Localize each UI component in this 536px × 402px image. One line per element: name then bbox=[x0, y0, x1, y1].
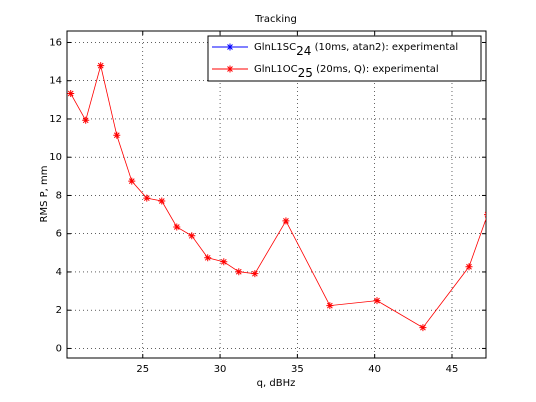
y-tick-label: 0 bbox=[56, 343, 62, 354]
plot-area bbox=[67, 31, 486, 358]
plot-series bbox=[67, 62, 486, 332]
legend-label: GlnL1SC24 (10ms, atan2): experimental bbox=[254, 42, 458, 58]
marker bbox=[97, 62, 105, 70]
marker bbox=[373, 297, 381, 305]
axes-box bbox=[66, 30, 487, 359]
y-tick-label: 2 bbox=[56, 305, 62, 316]
y-tick-label: 16 bbox=[49, 37, 62, 48]
x-tick-label: 30 bbox=[214, 364, 227, 375]
marker bbox=[326, 302, 334, 310]
legend: GlnL1SC24 (10ms, atan2): experimental Gln… bbox=[207, 35, 482, 82]
marker bbox=[251, 270, 259, 278]
marker bbox=[204, 254, 212, 262]
legend-box bbox=[207, 35, 482, 82]
marker bbox=[128, 177, 136, 185]
marker bbox=[226, 43, 234, 51]
marker bbox=[188, 232, 196, 240]
marker bbox=[226, 65, 234, 73]
y-tick-label: 4 bbox=[56, 267, 62, 278]
marker bbox=[220, 258, 228, 266]
x-tick-label: 35 bbox=[291, 364, 304, 375]
y-tick-label: 14 bbox=[49, 76, 62, 87]
marker bbox=[82, 116, 90, 124]
marker bbox=[143, 194, 151, 202]
x-tick-label: 25 bbox=[136, 364, 149, 375]
x-axis-label: q, dBHz bbox=[257, 378, 296, 389]
x-tick-label: 45 bbox=[446, 364, 459, 375]
y-tick-label: 12 bbox=[49, 114, 62, 125]
marker bbox=[465, 263, 473, 271]
y-tick-label: 10 bbox=[49, 152, 62, 163]
y-axis-label: RMS P, mm bbox=[39, 166, 50, 223]
marker bbox=[235, 268, 243, 276]
chart-title: Tracking bbox=[254, 14, 297, 25]
marker bbox=[113, 131, 121, 139]
y-tick-label: 8 bbox=[56, 190, 62, 201]
marker bbox=[282, 217, 290, 225]
legend-label: GlnL1OC25 (20ms, Q): experimental bbox=[254, 64, 439, 80]
x-tick-label: 40 bbox=[368, 364, 381, 375]
y-tick-label: 6 bbox=[56, 229, 62, 240]
marker bbox=[67, 90, 75, 98]
marker bbox=[419, 324, 427, 332]
marker bbox=[173, 223, 181, 231]
marker bbox=[158, 197, 166, 205]
